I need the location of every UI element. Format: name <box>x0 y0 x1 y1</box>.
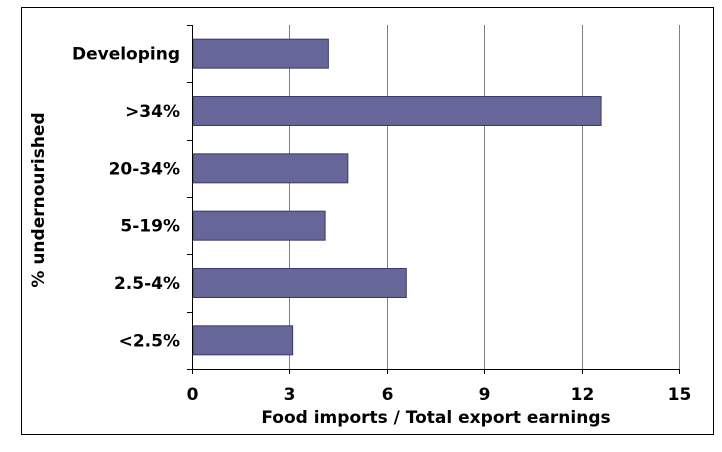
category-label: >34% <box>125 102 180 122</box>
axes <box>187 25 680 374</box>
category-label: <2.5% <box>119 331 180 351</box>
x-tick-label: 12 <box>571 385 595 405</box>
bar <box>192 38 329 69</box>
labels: 0 3 6 9 12 15 Developing >34% 20-34% 5-19% 2.5-4% <… <box>72 45 691 405</box>
x-tick-label: 9 <box>479 385 491 405</box>
bar <box>192 153 349 184</box>
bar <box>192 268 407 298</box>
x-tick-label: 3 <box>284 385 296 405</box>
x-axis-title: Food imports / Total export earnings <box>261 408 610 428</box>
x-tick-label: 0 <box>187 385 199 405</box>
x-tick-label: 15 <box>668 385 692 405</box>
bar <box>192 325 294 356</box>
bar <box>192 96 602 126</box>
category-label: 5-19% <box>120 217 180 237</box>
category-label: 2.5-4% <box>114 274 180 294</box>
bar <box>192 210 326 241</box>
category-label: Developing <box>72 45 180 65</box>
chart-border <box>21 7 714 435</box>
gridlines <box>289 25 680 369</box>
category-label: 20-34% <box>109 159 180 179</box>
y-axis-title: % undernourished <box>29 112 49 287</box>
x-tick-label: 6 <box>382 385 394 405</box>
